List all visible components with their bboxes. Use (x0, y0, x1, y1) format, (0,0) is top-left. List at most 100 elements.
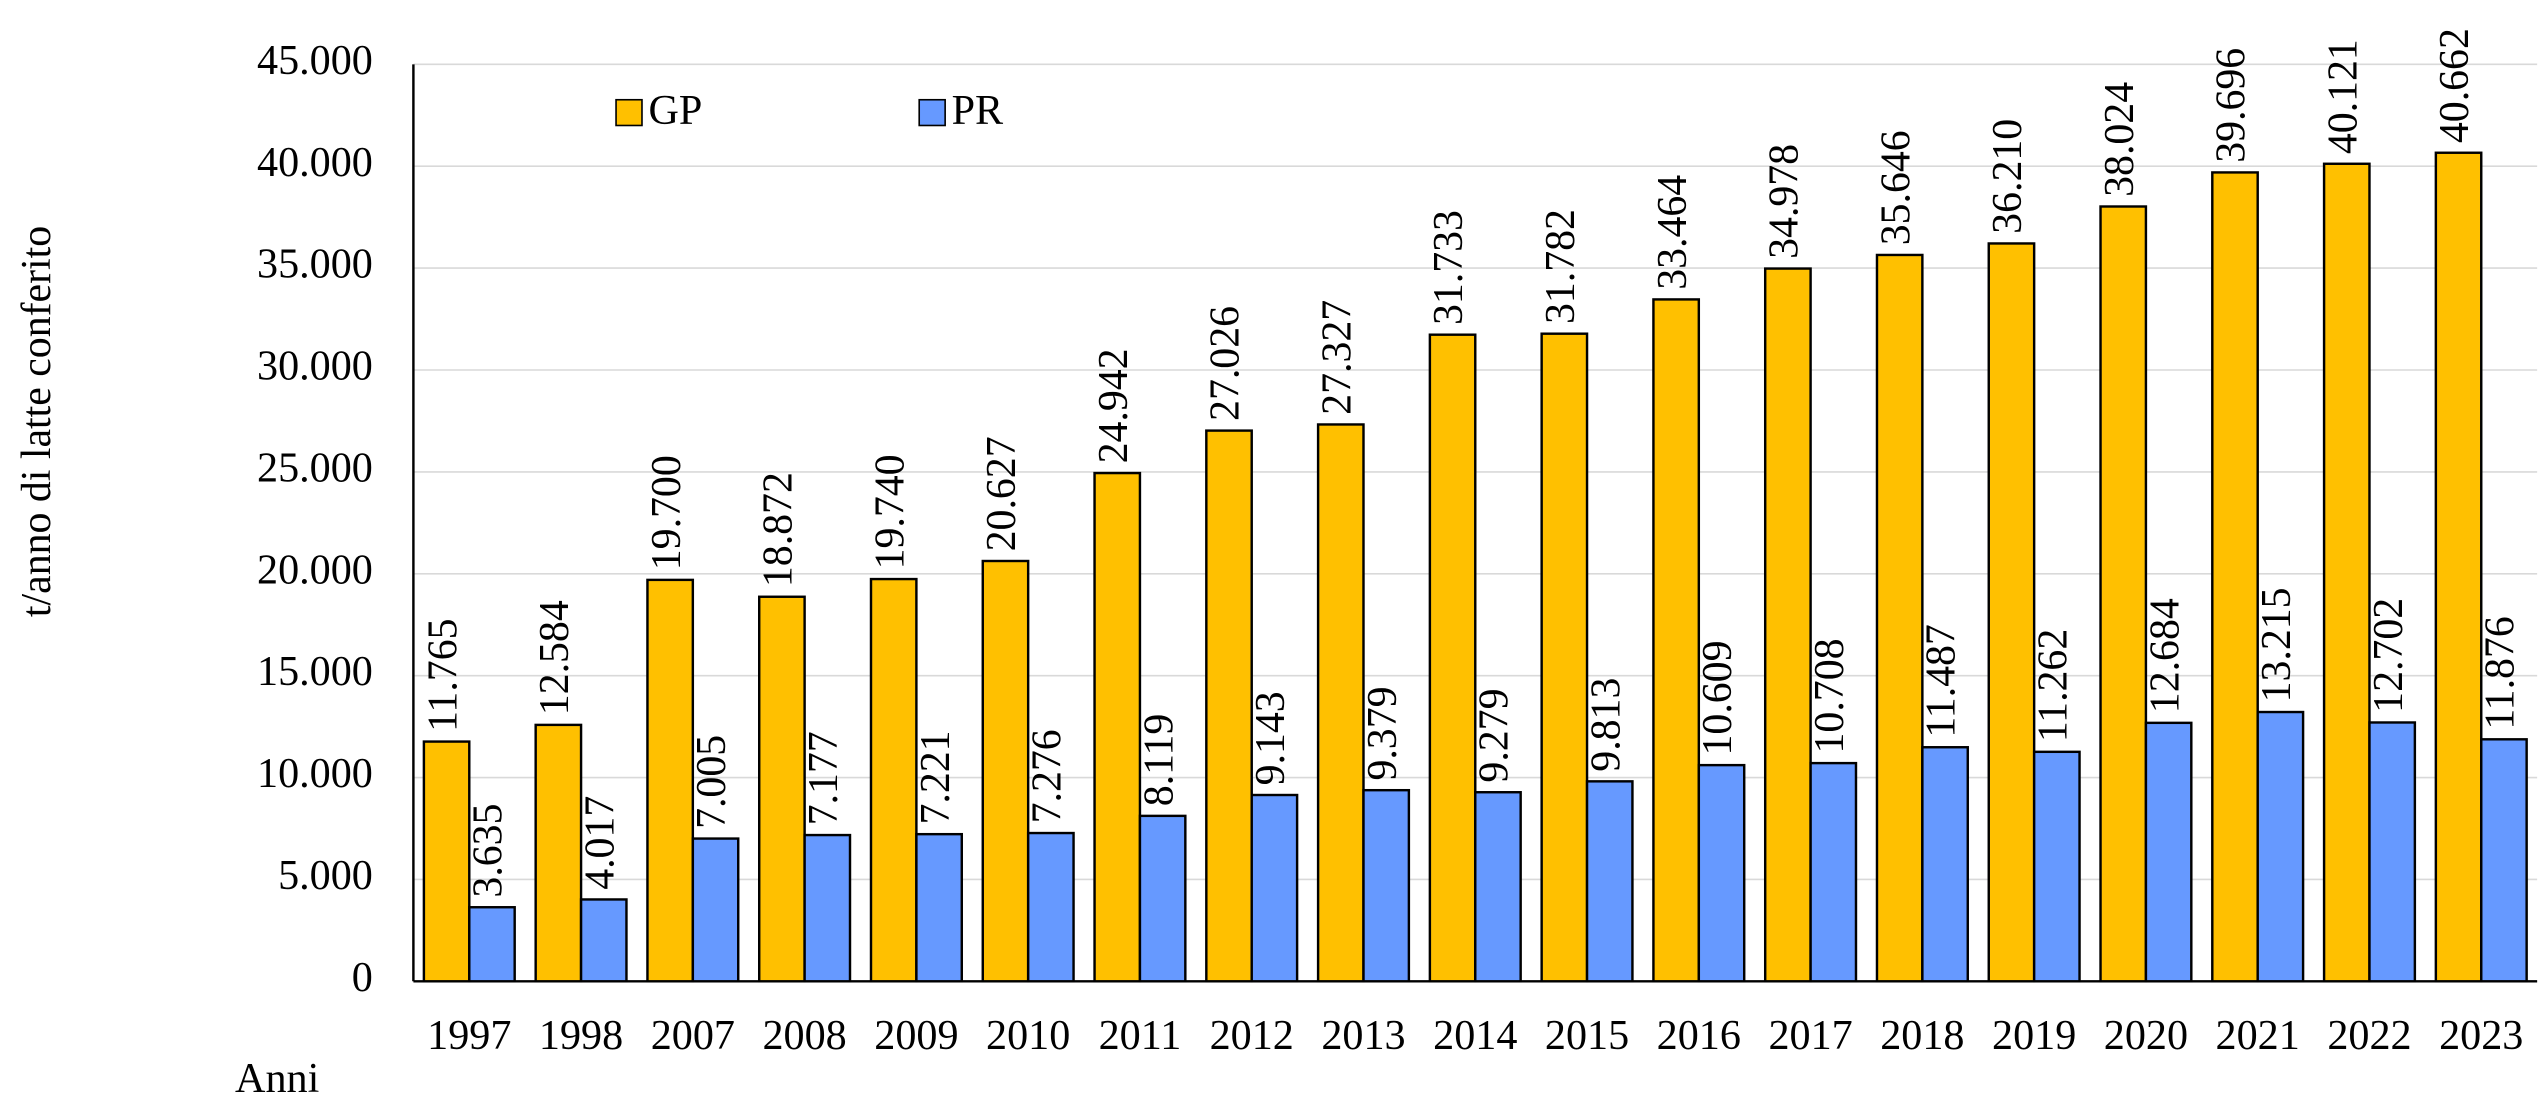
value-label: 27.026 (1203, 306, 1249, 421)
value-label: 7.221 (913, 730, 959, 824)
bar (1316, 423, 1365, 983)
bar (468, 906, 516, 983)
bar (2144, 721, 2193, 983)
x-tick-label: 2009 (874, 1013, 958, 1059)
bar (1362, 788, 1411, 983)
y-tick-label: 45.000 (257, 38, 373, 84)
bar (1921, 746, 1969, 983)
value-label: 31.782 (1538, 209, 1584, 324)
value-label: 40.662 (2432, 28, 2478, 143)
x-tick-label: 2016 (1657, 1013, 1741, 1059)
bar (691, 837, 740, 983)
value-label: 31.733 (1426, 210, 1472, 325)
x-tick-label: 2023 (2439, 1013, 2523, 1059)
bar (2032, 750, 2081, 983)
x-tick-label: 2017 (1768, 1013, 1852, 1059)
value-label: 19.700 (644, 455, 690, 570)
value-label: 7.177 (801, 731, 847, 825)
bar (981, 559, 1030, 983)
bar (869, 577, 918, 983)
bar (1205, 429, 1253, 983)
bar (1875, 253, 1924, 983)
value-label: 34.978 (1761, 144, 1807, 259)
x-tick-label: 2022 (2327, 1013, 2411, 1059)
value-label: 11.262 (2030, 629, 2076, 742)
x-tick-label: 2020 (2104, 1013, 2188, 1059)
value-label: 11.487 (1919, 624, 1965, 737)
value-label: 40.121 (2320, 39, 2366, 154)
bar (1585, 780, 1634, 983)
y-tick-label: 40.000 (257, 140, 373, 186)
value-label: 33.464 (1650, 175, 1696, 290)
x-tick-label: 2021 (2216, 1013, 2300, 1059)
bar (2368, 721, 2417, 983)
bar (1428, 333, 1477, 983)
value-label: 12.584 (532, 600, 578, 715)
value-label: 9.143 (1248, 691, 1294, 785)
x-tick-label: 2019 (1992, 1013, 2076, 1059)
bar (579, 898, 628, 983)
value-label: 3.635 (466, 804, 512, 898)
value-label: 9.813 (1583, 678, 1629, 772)
y-axis-title: t/anno di latte conferito (14, 226, 60, 617)
legend-label: GP (648, 88, 702, 134)
value-label: 35.646 (1873, 130, 1919, 245)
value-label: 7.276 (1024, 729, 1070, 823)
legend-label: PR (952, 88, 1004, 134)
bar (1093, 471, 1142, 983)
bar (1763, 267, 1812, 983)
value-label: 24.942 (1091, 348, 1137, 463)
x-axis-title: Anni (235, 1056, 319, 1102)
bar (2480, 738, 2528, 983)
bar (2322, 162, 2371, 983)
bar (646, 578, 695, 983)
y-tick-label: 30.000 (257, 344, 373, 390)
value-label: 11.765 (420, 619, 466, 732)
value-label: 20.627 (979, 436, 1025, 551)
x-tick-label: 1998 (539, 1013, 623, 1059)
bar (1026, 831, 1075, 983)
value-label: 7.005 (689, 735, 735, 829)
bar (1652, 298, 1701, 983)
y-tick-label: 15.000 (257, 649, 373, 695)
y-tick-label: 25.000 (257, 446, 373, 492)
bar (1138, 814, 1187, 983)
x-tick-label: 2012 (1210, 1013, 1294, 1059)
x-tick-label: 2018 (1880, 1013, 1964, 1059)
x-tick-label: 2014 (1433, 1013, 1517, 1059)
value-label: 27.327 (1314, 300, 1360, 415)
value-label: 38.024 (2097, 82, 2143, 197)
bar (803, 833, 852, 983)
x-tick-label: 2010 (986, 1013, 1070, 1059)
y-tick-label: 35.000 (257, 242, 373, 288)
bar (1540, 332, 1589, 983)
value-label: 4.017 (577, 796, 623, 890)
value-label: 18.872 (755, 472, 801, 587)
value-label: 10.708 (1807, 638, 1853, 753)
x-tick-label: 2015 (1545, 1013, 1629, 1059)
value-label: 12.702 (2366, 598, 2412, 713)
legend-swatch (615, 98, 643, 127)
x-tick-label: 2007 (651, 1013, 735, 1059)
value-label: 19.740 (867, 454, 913, 569)
value-label: 11.876 (2477, 616, 2523, 729)
bar (2256, 710, 2305, 983)
y-tick-label: 0 (352, 955, 373, 1001)
bar (915, 832, 963, 983)
x-tick-label: 1997 (427, 1013, 511, 1059)
bar (2211, 171, 2259, 983)
value-label: 13.215 (2254, 587, 2300, 702)
x-tick-label: 2013 (1321, 1013, 1405, 1059)
value-label: 39.696 (2209, 48, 2255, 163)
x-tick-label: 2011 (1099, 1013, 1182, 1059)
y-tick-label: 5.000 (278, 853, 373, 899)
value-label: 9.379 (1360, 686, 1406, 780)
bar (422, 740, 471, 983)
y-tick-label: 20.000 (257, 548, 373, 594)
value-label: 36.210 (1985, 119, 2031, 234)
value-label: 8.119 (1136, 714, 1182, 807)
bar (1987, 242, 2036, 983)
bar (2434, 151, 2483, 983)
